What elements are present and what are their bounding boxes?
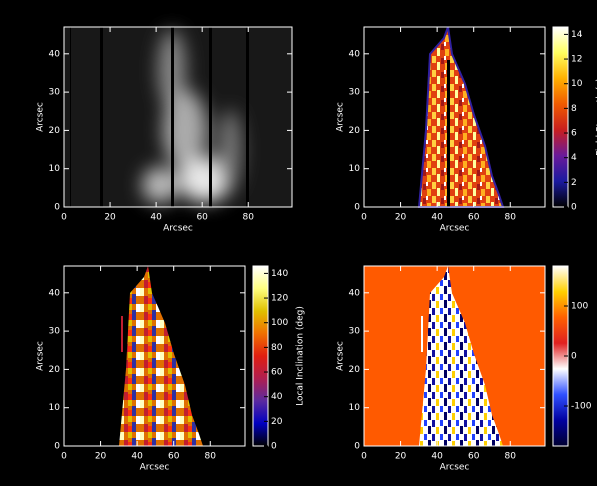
x-tick-label: 20 <box>95 452 107 462</box>
colorbar-tick-label: 10 <box>571 79 583 89</box>
x-axis-label: Arcsec <box>440 224 470 234</box>
colorbar-tick-label: 20 <box>271 417 283 427</box>
colorbar-tick-label: 8 <box>571 104 577 114</box>
y-tick-label: 0 <box>54 203 60 213</box>
y-tick-label: 10 <box>49 164 61 174</box>
x-tick-label: 0 <box>361 452 367 462</box>
colorbar-tick-label: 0 <box>271 442 277 452</box>
y-axis-label: Arcsec <box>336 102 346 132</box>
colorbar-tick-label: 2 <box>571 178 577 188</box>
x-tick-label: 60 <box>168 452 180 462</box>
x-tick-label: 20 <box>395 452 407 462</box>
y-tick-label: 20 <box>349 365 361 375</box>
colorbar-tick-label: 0 <box>571 352 577 362</box>
x-tick-label: 80 <box>505 452 517 462</box>
y-tick-label: 30 <box>49 327 61 337</box>
colorbar-tick-label: 80 <box>271 343 283 353</box>
y-tick-label: 0 <box>354 203 360 213</box>
colorbar-tick-label: 100 <box>271 318 288 328</box>
y-axis-label: Arcsec <box>36 341 46 371</box>
colorbar <box>252 265 269 447</box>
colorbar-label: Field Strength (c) <box>596 78 597 155</box>
y-axis-label: Arcsec <box>36 102 46 132</box>
colorbar-tick-label: -100 <box>571 402 592 412</box>
x-tick-label: 60 <box>468 452 480 462</box>
colorbar-tick-label: 4 <box>571 153 577 163</box>
colorbar-tick-label: 60 <box>271 368 283 378</box>
x-tick-label: 0 <box>61 213 67 223</box>
x-tick-label: 40 <box>131 452 143 462</box>
y-tick-label: 30 <box>349 88 361 98</box>
x-axis-label: Arcsec <box>140 463 170 473</box>
azimuth-image <box>364 266 545 446</box>
field-image <box>364 26 545 208</box>
x-tick-label: 40 <box>431 452 443 462</box>
colorbar-tick-label: 40 <box>271 392 283 402</box>
y-tick-label: 40 <box>349 288 361 298</box>
y-tick-label: 10 <box>349 164 361 174</box>
colorbar-label: Local Inclination (deg) <box>296 306 306 406</box>
plot-frame <box>363 265 546 447</box>
colorbar-tick-label: 12 <box>571 55 582 65</box>
y-tick-label: 10 <box>49 403 61 413</box>
x-tick-label: 80 <box>243 213 255 223</box>
x-tick-label: 0 <box>361 213 367 223</box>
plot-frame <box>363 26 546 208</box>
x-tick-label: 80 <box>505 213 517 223</box>
colorbar-tick-label: 120 <box>271 294 288 304</box>
intensity-image <box>64 27 292 207</box>
colorbar-tick-label: 100 <box>571 302 588 312</box>
y-axis-label: Arcsec <box>336 341 346 371</box>
colorbar <box>552 26 569 208</box>
y-tick-label: 40 <box>349 49 361 59</box>
x-tick-label: 20 <box>104 213 116 223</box>
y-tick-label: 40 <box>49 49 61 59</box>
y-tick-label: 40 <box>49 288 61 298</box>
x-tick-label: 60 <box>468 213 480 223</box>
y-tick-label: 20 <box>49 126 61 136</box>
x-tick-label: 60 <box>196 213 208 223</box>
x-axis-label: Arcsec <box>163 224 193 234</box>
plot-frame <box>63 26 293 208</box>
x-tick-label: 40 <box>431 213 443 223</box>
y-tick-label: 30 <box>349 327 361 337</box>
x-axis-label: Arcsec <box>440 463 470 473</box>
y-tick-label: 30 <box>49 88 61 98</box>
x-tick-label: 0 <box>61 452 67 462</box>
colorbar-tick-label: 6 <box>571 129 577 139</box>
plot-frame <box>63 265 246 447</box>
y-tick-label: 20 <box>49 365 61 375</box>
y-tick-label: 0 <box>354 442 360 452</box>
colorbar-tick-label: 0 <box>571 203 577 213</box>
inclination-image <box>64 266 245 446</box>
colorbar-tick-label: 14 <box>571 30 583 40</box>
colorbar-tick-label: 140 <box>271 269 288 279</box>
x-tick-label: 80 <box>205 452 217 462</box>
x-tick-label: 20 <box>395 213 407 223</box>
y-tick-label: 10 <box>349 403 361 413</box>
y-tick-label: 20 <box>349 126 361 136</box>
y-tick-label: 0 <box>54 442 60 452</box>
x-tick-label: 40 <box>150 213 162 223</box>
